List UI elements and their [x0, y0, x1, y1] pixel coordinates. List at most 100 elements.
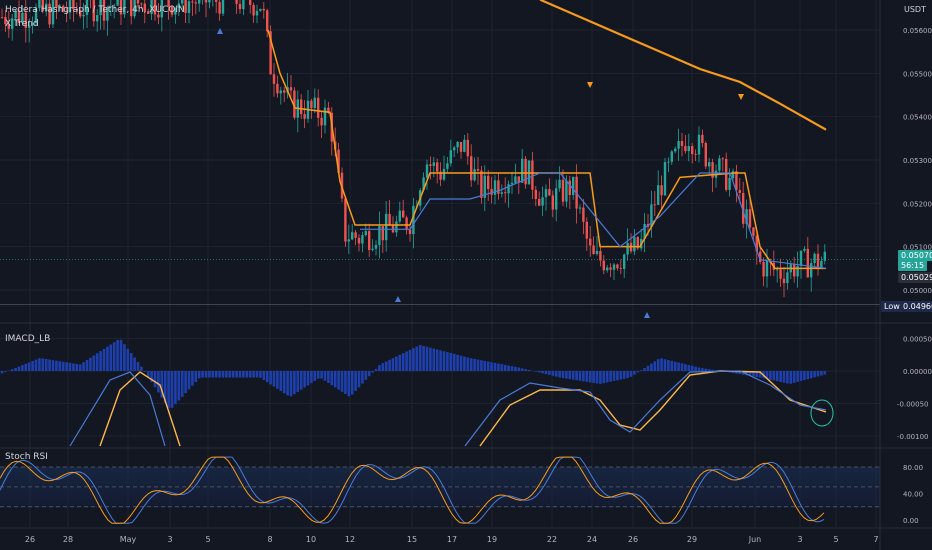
- candle-down: [793, 264, 796, 277]
- macd-histogram-bar: [667, 360, 670, 371]
- candle-up: [259, 8, 262, 11]
- candle-down: [704, 143, 707, 167]
- candle-up: [558, 179, 561, 189]
- macd-signal-line: [479, 370, 827, 447]
- time-tick-label: 28: [63, 535, 73, 544]
- candle-down: [735, 171, 738, 191]
- macd-histogram-bar: [731, 371, 735, 374]
- macd-histogram-bar: [374, 368, 378, 371]
- macd-histogram-bar: [639, 370, 643, 371]
- macd-histogram-bar: [255, 371, 259, 378]
- macd-histogram-bar: [150, 371, 153, 383]
- candle-up: [507, 184, 510, 194]
- level-price-badge: 0.05029: [898, 272, 932, 283]
- macd-histogram-bar: [157, 371, 160, 393]
- candle-down: [660, 185, 663, 196]
- macd-histogram-bar: [119, 339, 123, 371]
- macd-histogram-bar: [459, 355, 463, 371]
- candle-up: [398, 210, 401, 222]
- axis-labels: 26 28 May 3 5 8 10 12 15 17 19 22 24 26 29 Jun 3 5 7 0.0560…: [25, 27, 932, 544]
- candle-down: [806, 248, 809, 278]
- macd-histogram-bar: [197, 371, 201, 379]
- candle-down: [55, 0, 58, 8]
- candle-down: [17, 10, 21, 23]
- macd-histogram-bar: [252, 371, 255, 378]
- macd-histogram-bar: [449, 353, 453, 371]
- candle-up: [99, 0, 102, 16]
- macd-line: [69, 371, 166, 447]
- candle-up: [85, 0, 89, 15]
- candle-down: [609, 267, 612, 270]
- macd-histogram-bar: [48, 359, 51, 371]
- macd-histogram-bar: [174, 371, 177, 405]
- macd-histogram-bar: [381, 363, 385, 371]
- macd-histogram-bar: [738, 371, 742, 375]
- macd-histogram-bar: [510, 366, 514, 371]
- sell-signal-arrow: [587, 82, 593, 88]
- candle-up: [45, 3, 48, 11]
- macd-histogram-bar: [38, 358, 41, 371]
- macd-histogram-bar: [646, 365, 650, 371]
- candle-down: [170, 6, 174, 15]
- low-label-badge: Low: [881, 301, 903, 312]
- macd-histogram-bar: [85, 359, 89, 371]
- candle-up: [663, 162, 667, 196]
- candle-down: [153, 0, 157, 15]
- candle-up: [731, 171, 735, 178]
- symbol-title: Hedera Hashgraph / Tether, 4h, XUCOIN: [5, 5, 185, 15]
- price-tick-label: 0.05300: [903, 157, 932, 165]
- candle-up: [595, 250, 599, 255]
- price-tick-label: 0.05000: [903, 287, 932, 295]
- macd-histogram-bar: [415, 346, 419, 371]
- macd-histogram-bar: [813, 371, 816, 378]
- candle-up: [242, 0, 245, 10]
- macd-histogram-bar: [378, 365, 381, 371]
- candle-down: [405, 217, 408, 230]
- candle-down: [269, 31, 272, 75]
- macd-histogram-bar: [170, 371, 174, 408]
- candle-up: [612, 264, 616, 270]
- candle-up: [58, 5, 61, 8]
- candle-down: [130, 0, 133, 17]
- macd-histogram-bar: [429, 347, 432, 371]
- candle-up: [11, 18, 14, 29]
- macd-histogram-bar: [643, 368, 646, 371]
- macd-histogram-bar: [670, 360, 674, 371]
- macd-histogram-bar: [68, 362, 72, 371]
- macd-histogram-bar: [391, 358, 395, 371]
- candle-down: [238, 3, 242, 10]
- candle-up: [745, 209, 748, 224]
- candle-up: [378, 226, 381, 245]
- candle-down: [79, 10, 82, 17]
- candle-down: [276, 83, 279, 94]
- macd-histogram-bar: [582, 371, 585, 382]
- candle-up: [820, 260, 823, 268]
- candle-up: [657, 185, 660, 205]
- macd-histogram-bar: [153, 371, 157, 388]
- macd-histogram-bar: [520, 368, 524, 371]
- macd-histogram-bar: [82, 362, 85, 371]
- macd-histogram-bar: [673, 361, 677, 371]
- candle-down: [92, 0, 95, 22]
- macd-histogram-bar: [313, 371, 317, 381]
- macd-histogram-bar: [245, 371, 249, 378]
- stoch-rsi-k-line: [0, 456, 825, 524]
- macd-histogram-bar: [782, 371, 786, 383]
- candle-down: [782, 278, 786, 284]
- macd-histogram-bar: [279, 371, 283, 392]
- macd-histogram-bar: [820, 371, 823, 376]
- macd-histogram-bar: [347, 371, 351, 397]
- candle-up: [113, 5, 116, 7]
- macd-histogram-bar: [204, 371, 208, 378]
- candle-down: [602, 260, 605, 271]
- macd-histogram-bar: [568, 371, 572, 380]
- macd-histogram-bar: [296, 371, 300, 392]
- grid-lines: [0, 0, 880, 527]
- macd-histogram-bar: [469, 358, 473, 371]
- macd-histogram-bar: [551, 371, 555, 376]
- macd-histogram-bar: [690, 365, 694, 371]
- candle-down: [752, 227, 755, 236]
- macd-histogram-bar: [442, 351, 446, 371]
- macd-histogram-bar: [758, 371, 762, 378]
